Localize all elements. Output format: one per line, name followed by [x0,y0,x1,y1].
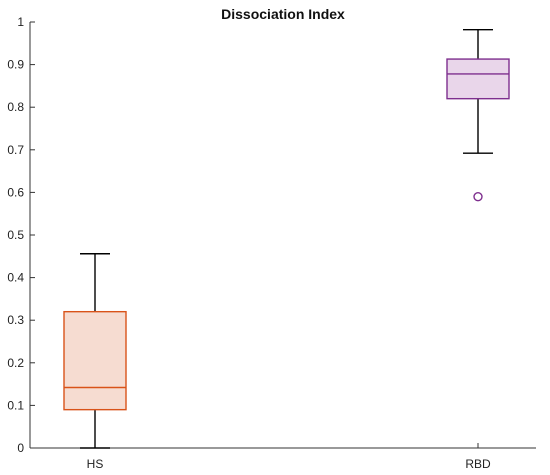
y-axis-ticks: 0 0.1 0.2 0.3 0.4 0.5 0.6 0.7 0.8 0.9 1 [7,15,35,455]
x-tick-label: HS [87,457,104,471]
y-tick-label: 0 [17,441,24,455]
iqr-box [63,310,127,411]
x-tick-label: RBD [465,457,491,471]
y-tick-label: 0.4 [7,271,24,285]
chart-title: Dissociation Index [221,6,345,22]
box-hs [63,253,127,449]
y-tick-label: 0.9 [7,58,24,72]
plot-area [63,28,510,449]
y-tick-label: 0.6 [7,185,24,199]
box-rbd [446,28,510,202]
y-tick-label: 1 [17,15,24,29]
y-tick-label: 0.3 [7,313,24,327]
y-tick-label: 0.5 [7,228,24,242]
y-tick-label: 0.7 [7,143,24,157]
y-tick-label: 0.8 [7,100,24,114]
y-tick-label: 0.1 [7,398,24,412]
x-axis-ticks: HS RBD [87,443,491,471]
y-tick-label: 0.2 [7,356,24,370]
axes: 0 0.1 0.2 0.3 0.4 0.5 0.6 0.7 0.8 0.9 1 HS RBD [7,15,536,471]
outlier-point [473,191,483,202]
iqr-box [446,58,510,100]
